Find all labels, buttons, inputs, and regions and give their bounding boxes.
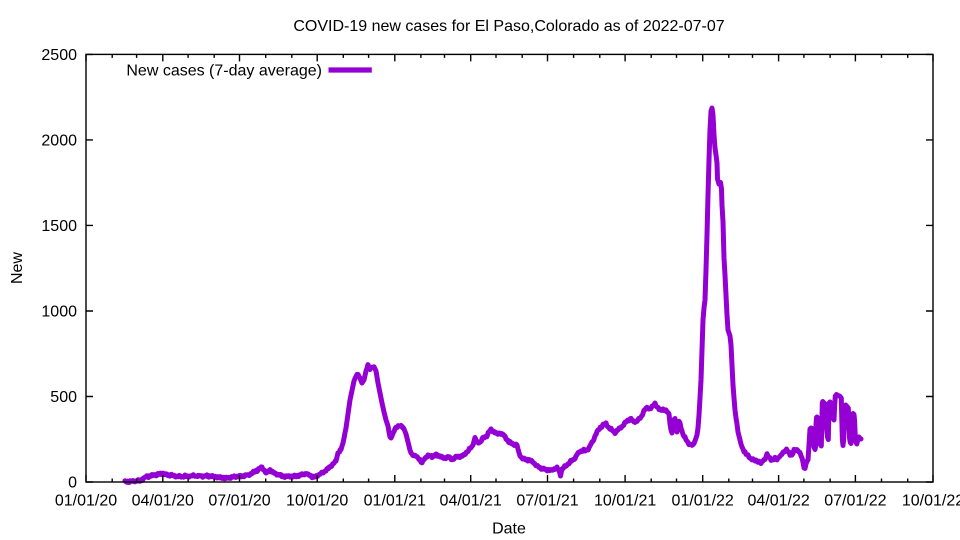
svg-text:10/01/22: 10/01/22: [902, 493, 960, 510]
svg-text:04/01/22: 04/01/22: [747, 493, 809, 510]
svg-text:2500: 2500: [41, 47, 77, 64]
svg-text:New: New: [9, 252, 26, 284]
svg-text:07/01/22: 07/01/22: [824, 493, 886, 510]
svg-text:01/01/22: 01/01/22: [672, 493, 734, 510]
svg-text:New cases (7-day average): New cases (7-day average): [126, 63, 322, 80]
svg-text:Date: Date: [492, 521, 526, 538]
svg-text:1000: 1000: [41, 304, 77, 321]
svg-text:1500: 1500: [41, 218, 77, 235]
svg-text:01/01/21: 01/01/21: [364, 493, 426, 510]
svg-text:0: 0: [68, 475, 77, 492]
svg-text:COVID-19 new cases for El Paso: COVID-19 new cases for El Paso,Colorado …: [293, 18, 724, 35]
svg-text:10/01/20: 10/01/20: [286, 493, 348, 510]
svg-text:500: 500: [50, 389, 77, 406]
svg-text:04/01/21: 04/01/21: [440, 493, 502, 510]
svg-text:07/01/21: 07/01/21: [516, 493, 578, 510]
svg-text:01/01/20: 01/01/20: [55, 493, 117, 510]
svg-text:07/01/20: 07/01/20: [208, 493, 270, 510]
svg-text:04/01/20: 04/01/20: [132, 493, 194, 510]
svg-text:10/01/21: 10/01/21: [594, 493, 656, 510]
svg-text:2000: 2000: [41, 133, 77, 150]
